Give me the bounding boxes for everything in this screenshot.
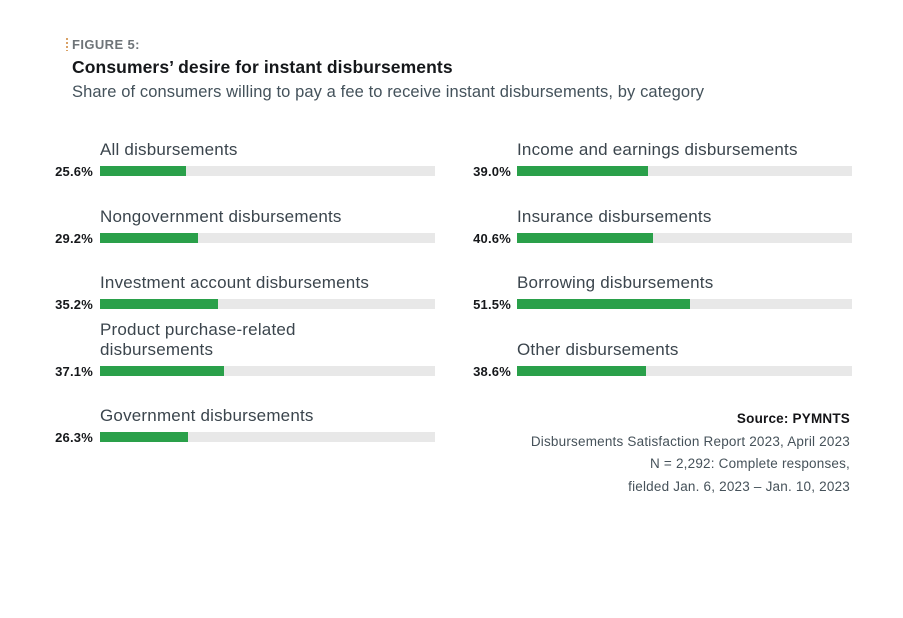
- bar-row-product-purchase-related-disbursements: Product purchase-related disbursements: [100, 318, 435, 376]
- bar-track: [517, 233, 852, 243]
- category-label: Investment account disbursements: [100, 272, 370, 292]
- bar-track: [517, 299, 852, 309]
- category-label: Product purchase-related disbursements: [100, 320, 296, 359]
- chart-title: Consumers’ desire for instant disburseme…: [72, 57, 453, 77]
- value-label: 51.5%: [473, 297, 511, 312]
- value-label: 35.2%: [55, 297, 93, 312]
- source-line: Disbursements Satisfaction Report 2023, …: [530, 433, 850, 449]
- bar-fill: [100, 233, 198, 243]
- bar-row-investment-account-disbursements: Investment account disbursements: [100, 251, 435, 309]
- bar-row-other-disbursements: Other disbursements: [517, 318, 852, 376]
- value-label: 26.3%: [55, 430, 93, 445]
- figure-label: FIGURE 5:: [72, 37, 140, 52]
- bar-row-all-disbursements: All disbursements: [100, 118, 435, 176]
- bar-track: [100, 366, 435, 376]
- bar-row-nongovernment-disbursements: Nongovernment disbursements: [100, 185, 435, 243]
- source-note: Source: PYMNTS Disbursements Satisfactio…: [531, 408, 850, 498]
- figure-accent-tick: [66, 38, 68, 51]
- bar-fill: [100, 166, 186, 176]
- value-label: 29.2%: [55, 231, 93, 246]
- bar-track: [517, 166, 852, 176]
- category-label: Income and earnings disbursements: [517, 139, 798, 159]
- value-label: 40.6%: [473, 231, 511, 246]
- bar-track: [100, 166, 435, 176]
- bar-track: [100, 432, 435, 442]
- bar-fill: [517, 366, 647, 376]
- bar-track: [517, 366, 852, 376]
- bar-fill: [517, 233, 653, 243]
- bar-fill: [517, 299, 690, 309]
- bar-row-borrowing-disbursements: Borrowing disbursements: [517, 251, 852, 309]
- value-label: 38.6%: [473, 364, 511, 379]
- value-label: 25.6%: [55, 164, 93, 179]
- source-line: Source: PYMNTS: [736, 411, 850, 426]
- category-label: Nongovernment disbursements: [100, 206, 342, 226]
- category-label: Insurance disbursements: [517, 206, 712, 226]
- source-line: N = 2,292: Complete responses,: [650, 456, 850, 471]
- bar-fill: [100, 299, 218, 309]
- bar-track: [100, 233, 435, 243]
- source-line: fielded Jan. 6, 2023 – Jan. 10, 2023: [628, 478, 850, 494]
- bar-track: [100, 299, 435, 309]
- category-label: Other disbursements: [517, 339, 679, 359]
- bar-fill: [100, 366, 225, 376]
- value-label: 39.0%: [473, 164, 511, 179]
- bar-row-insurance-disbursements: Insurance disbursements: [517, 185, 852, 243]
- bar-row-income-and-earnings-disbursements: Income and earnings disbursements: [517, 118, 852, 176]
- category-label: Government disbursements: [100, 405, 314, 425]
- bar-row-government-disbursements: Government disbursements: [100, 384, 435, 442]
- chart-subtitle: Share of consumers willing to pay a fee …: [72, 83, 705, 101]
- category-label: Borrowing disbursements: [517, 272, 714, 292]
- bar-fill: [100, 432, 189, 442]
- bar-fill: [517, 166, 648, 176]
- value-label: 37.1%: [55, 364, 93, 379]
- category-label: All disbursements: [100, 139, 238, 159]
